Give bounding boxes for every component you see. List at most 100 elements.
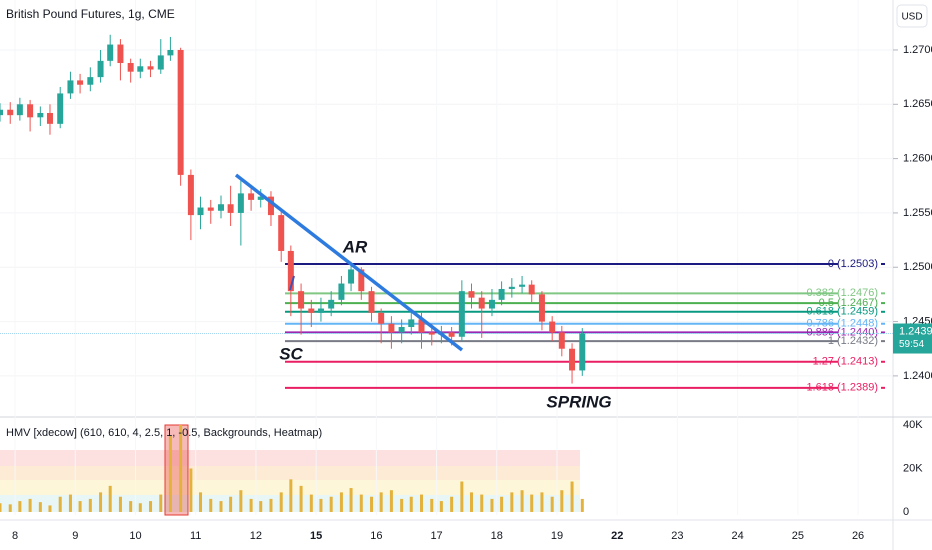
volume-bar (279, 492, 283, 512)
volume-bar (560, 490, 564, 512)
volume-bar (570, 481, 574, 512)
fib-label: 1.27 (1.2413) (813, 356, 878, 368)
candle-body (378, 312, 385, 324)
volume-bar (99, 492, 103, 512)
volume-bar (409, 496, 413, 512)
candle-body (46, 112, 53, 124)
candle-body (167, 49, 174, 56)
x-tick-label: 19 (551, 530, 563, 542)
volume-bar (450, 496, 454, 512)
volume-bar (480, 494, 484, 512)
volume-bar (379, 492, 383, 512)
candle-body (498, 288, 505, 300)
candle-body (0, 109, 3, 116)
countdown-label: 59:54 (899, 339, 924, 350)
fib-label: 1 (1.2432) (828, 335, 878, 347)
candle-body (77, 80, 84, 85)
volume-bar (469, 492, 473, 512)
volume-bar (349, 488, 353, 512)
candle-body (16, 104, 23, 116)
candle-body (308, 308, 315, 313)
candle-body (217, 204, 224, 211)
candle-body (468, 291, 475, 298)
volume-bar (58, 496, 62, 512)
volume-bar (339, 492, 343, 512)
candle-body (538, 294, 545, 322)
volume-bar (159, 494, 163, 512)
fib-label: 0.382 (1.2476) (806, 287, 878, 299)
volume-bar (18, 501, 22, 512)
x-tick-label: 24 (732, 530, 744, 542)
candle-body (558, 332, 565, 349)
candle-body (197, 207, 204, 216)
volume-bar (249, 498, 253, 512)
volume-bar (400, 498, 404, 512)
volume-bar (490, 498, 494, 512)
candle-body (117, 44, 124, 64)
candle-body (408, 319, 415, 328)
volume-bar (540, 492, 544, 512)
x-tick-label: 22 (611, 530, 623, 542)
volume-bar (48, 505, 52, 512)
candle-body (478, 297, 485, 309)
indicator-label: HMV [xdecow] (610, 610, 4, 2.5, 1, -0.5,… (6, 427, 322, 439)
volume-bar (179, 424, 183, 512)
volume-bar (289, 479, 293, 512)
candle-body (428, 332, 435, 335)
volume-bar (520, 490, 524, 512)
candle-body (97, 60, 104, 78)
last-price-label: 1.2439 (899, 325, 932, 337)
currency-label[interactable]: USD (901, 12, 922, 23)
volume-tick-label: 0 (903, 506, 909, 518)
annotation: AR (342, 237, 368, 256)
fib-label: 0.886 (1.2440) (806, 326, 878, 338)
drawing-mark (289, 275, 295, 291)
volume-bar (329, 496, 333, 512)
volume-bar (78, 501, 82, 512)
x-tick-label: 26 (852, 530, 864, 542)
candle-body (67, 80, 74, 94)
volume-bar (219, 501, 223, 512)
volume-bar (129, 501, 133, 512)
candle-body (549, 321, 556, 333)
candle-body (458, 291, 465, 337)
candle-body (267, 196, 274, 216)
candle-body (157, 55, 164, 70)
currency-button[interactable] (896, 4, 928, 28)
candle-body (348, 269, 355, 284)
candle-body (177, 49, 184, 175)
chart-title: British Pound Futures, 1g, CME (6, 7, 175, 21)
candle-body (298, 291, 305, 309)
candle-body (147, 66, 154, 70)
last-price-box (893, 323, 932, 354)
candle-body (248, 193, 255, 200)
candle-body (358, 269, 365, 292)
candle-body (57, 93, 64, 124)
volume-bar (269, 498, 273, 512)
heat-band (0, 466, 580, 480)
fib-label: 1.618 (1.2389) (806, 382, 878, 394)
y-tick-label: 1.2500 (903, 261, 932, 273)
volume-bar (239, 490, 243, 512)
y-tick-label: 1.2650 (903, 98, 932, 110)
volume-bar (0, 503, 2, 512)
volume-bar (38, 502, 42, 512)
candle-body (7, 109, 14, 116)
candle-body (207, 207, 214, 211)
volume-bar (580, 498, 584, 512)
volume-bar (530, 494, 534, 512)
candle-body (569, 348, 576, 371)
candle-body (287, 250, 294, 292)
volume-bar (28, 498, 32, 512)
volume-bar (460, 481, 464, 512)
candle-body (317, 308, 324, 313)
volume-bar (550, 496, 554, 512)
volume-bar (189, 468, 193, 512)
volume-bar (209, 498, 213, 512)
volume-bar (88, 498, 92, 512)
candle-body (87, 77, 94, 85)
x-tick-label: 8 (12, 530, 18, 542)
volume-bar (389, 490, 393, 512)
